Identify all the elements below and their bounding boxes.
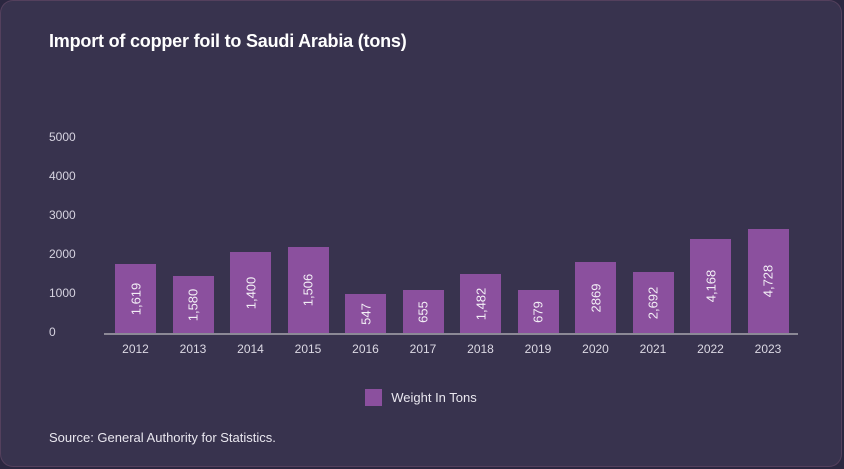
source-note: Source: General Authority for Statistics…	[49, 430, 276, 445]
chart-title: Import of copper foil to Saudi Arabia (t…	[49, 31, 407, 51]
bar-2017[interactable]: 655	[402, 290, 444, 333]
y-axis-tick-label: 1000	[49, 286, 76, 300]
bar-value-label: 4,168	[703, 269, 718, 303]
x-axis-tick-label: 2019	[524, 342, 552, 356]
bar-value-label: 1,506	[300, 273, 316, 307]
y-axis-tick-label: 2000	[49, 247, 76, 261]
bar-2014[interactable]: 1,400	[230, 252, 271, 333]
bar-value-label: 1,482	[473, 287, 488, 320]
bar-value-label: 4,728	[760, 264, 776, 298]
x-axis-tick-label: 2020	[582, 342, 609, 356]
bar-2022[interactable]: 4,168	[690, 239, 731, 333]
bar-2020[interactable]: 2869	[575, 262, 616, 333]
bar-value-label: 1,580	[185, 288, 201, 321]
x-axis-tick-label: 2012	[122, 342, 149, 356]
bar-2021[interactable]: 2,692	[632, 272, 674, 333]
bar-value-label: 547	[358, 302, 373, 325]
x-axis-line	[104, 333, 798, 335]
x-axis-tick-label: 2015	[294, 342, 322, 356]
bar-2019[interactable]: 679	[517, 290, 559, 333]
legend-label: Weight In Tons	[391, 390, 477, 405]
x-axis-tick-label: 2013	[179, 342, 207, 356]
bar-value-label: 655	[415, 300, 431, 323]
bar-2016[interactable]: 547	[345, 294, 386, 333]
x-axis-tick-label: 2018	[467, 342, 494, 356]
y-axis-tick-label: 5000	[49, 130, 76, 144]
bar-2015[interactable]: 1,506	[287, 247, 329, 333]
x-axis-tick-label: 2021	[639, 342, 667, 356]
legend: Weight In Tons	[1, 389, 841, 406]
bar-value-label: 1,400	[243, 276, 258, 309]
bar-2023[interactable]: 4,728	[747, 229, 789, 333]
bar-value-label: 2,692	[645, 286, 661, 319]
bar-value-label: 2869	[588, 283, 603, 312]
y-axis-tick-label: 0	[49, 325, 56, 339]
bar-value-label: 1,619	[128, 282, 143, 315]
x-axis-tick-label: 2016	[352, 342, 379, 356]
bar-2012[interactable]: 1,619	[115, 264, 156, 333]
legend-swatch-icon	[365, 389, 383, 406]
bar-value-label: 679	[530, 300, 546, 323]
x-axis-tick-label: 2017	[409, 342, 437, 356]
bar-2013[interactable]: 1,580	[172, 276, 214, 333]
x-axis-tick-label: 2022	[697, 342, 724, 356]
y-axis-tick-label: 3000	[49, 208, 76, 222]
x-axis-tick-label: 2014	[237, 342, 264, 356]
y-axis-tick-label: 4000	[49, 169, 76, 183]
x-axis-tick-label: 2023	[754, 342, 782, 356]
bar-2018[interactable]: 1,482	[460, 274, 501, 333]
